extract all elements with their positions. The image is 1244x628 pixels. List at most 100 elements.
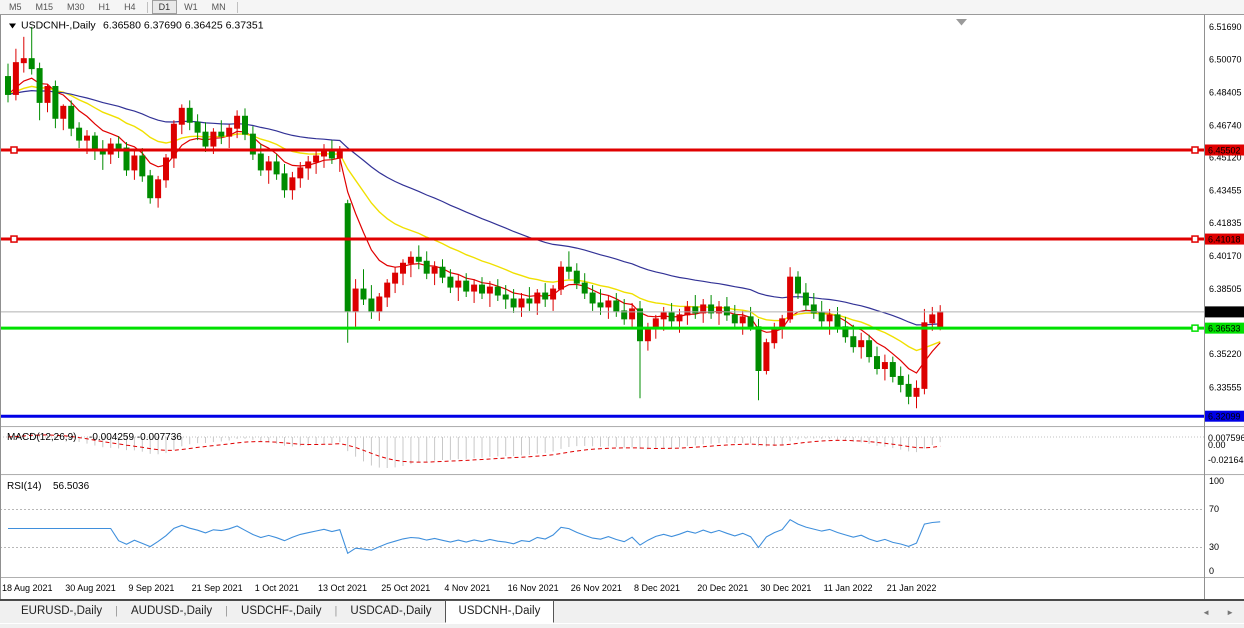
date-axis-label: 30 Aug 2021 bbox=[65, 583, 116, 593]
candle-body bbox=[802, 292, 809, 306]
hline-handle[interactable] bbox=[10, 146, 18, 154]
tab-usdcnh[interactable]: USDCNH-,Daily bbox=[444, 600, 555, 623]
candle-body bbox=[716, 306, 722, 314]
date-axis-label: 4 Nov 2021 bbox=[444, 583, 490, 593]
candle-body bbox=[787, 276, 794, 320]
symbol-dropdown-icon[interactable] bbox=[9, 23, 16, 29]
tab-divider: | bbox=[225, 605, 229, 617]
tab-usdcad[interactable]: USDCAD-,Daily bbox=[350, 605, 432, 617]
timeframe-w1-button[interactable]: W1 bbox=[184, 2, 198, 12]
price-axis-label: 6.50070 bbox=[1209, 54, 1242, 64]
tab-audusd[interactable]: AUDUSD-,Daily bbox=[131, 605, 213, 617]
candle-body bbox=[763, 342, 770, 371]
rsi-value: 56.5036 bbox=[53, 481, 90, 492]
candle-body bbox=[336, 151, 343, 159]
chart-title: USDCNH-,Daily bbox=[21, 20, 96, 32]
candle-body bbox=[400, 262, 406, 274]
chart-shift-icon[interactable] bbox=[956, 19, 967, 26]
date-axis-label: 8 Dec 2021 bbox=[634, 583, 680, 593]
chart-canvas[interactable]: 6.51690 6.50070 6.48405 6.46740 6.45120 6.434… bbox=[0, 15, 1244, 599]
candle-body bbox=[676, 314, 683, 322]
candles bbox=[5, 26, 944, 409]
timeframe-h1-button[interactable]: H1 bbox=[98, 2, 111, 12]
candle-body bbox=[810, 304, 817, 314]
candle-body bbox=[407, 256, 414, 264]
price-badge bbox=[1205, 410, 1244, 422]
candle-body bbox=[289, 177, 296, 191]
price-axis-label: 6.38505 bbox=[1209, 284, 1242, 294]
hline-handle[interactable] bbox=[10, 235, 18, 243]
candle-body bbox=[249, 133, 256, 155]
date-axis-label: 13 Oct 2021 bbox=[318, 583, 367, 593]
rsi-axis-label: 0 bbox=[1209, 566, 1214, 576]
candle-body bbox=[360, 288, 367, 300]
ma-slow-line bbox=[7, 89, 941, 326]
candle-body bbox=[368, 298, 375, 312]
price-axis-label: 6.46740 bbox=[1209, 120, 1242, 130]
candle-body bbox=[265, 161, 272, 171]
candle-body bbox=[202, 131, 209, 147]
hline-handle[interactable] bbox=[1191, 146, 1199, 154]
candle-body bbox=[76, 127, 83, 141]
candle-body bbox=[163, 157, 169, 181]
candle-body bbox=[155, 179, 162, 199]
date-axis-label: 21 Jan 2022 bbox=[887, 583, 937, 593]
candle-body bbox=[605, 300, 612, 308]
rsi-axis-label: 30 bbox=[1209, 542, 1219, 552]
timeframe-m15-button[interactable]: M15 bbox=[35, 2, 54, 12]
candle-body bbox=[44, 85, 51, 103]
price-badge-text: 6.32099 bbox=[1208, 412, 1241, 422]
candle-body bbox=[905, 383, 912, 397]
hline-handle[interactable] bbox=[1191, 235, 1199, 243]
candle-body bbox=[352, 288, 359, 312]
hline-handle[interactable] bbox=[1191, 324, 1199, 332]
tab-scroll-right-button[interactable]: ► bbox=[1226, 607, 1234, 617]
candle-body bbox=[874, 356, 880, 370]
price-axis-label: 6.35220 bbox=[1209, 349, 1242, 359]
candle-body bbox=[178, 107, 185, 125]
price-badge bbox=[1205, 306, 1244, 318]
candle-body bbox=[170, 123, 177, 159]
macd-label: MACD(12,26,9) bbox=[7, 432, 76, 443]
candle-body bbox=[139, 155, 146, 177]
candle-body bbox=[5, 76, 11, 95]
macd-axis-label: 0.007596 bbox=[1208, 433, 1244, 443]
price-badge-text: 6.45502 bbox=[1208, 146, 1241, 156]
macd-values: -0.004259 -0.007736 bbox=[89, 432, 182, 443]
candle-body bbox=[597, 302, 604, 308]
date-axis-label: 16 Nov 2021 bbox=[508, 583, 559, 593]
candle-body bbox=[479, 284, 485, 294]
tab-usdchf[interactable]: USDCHF-,Daily bbox=[241, 605, 322, 617]
date-axis-label: 18 Aug 2021 bbox=[2, 583, 53, 593]
candle-body bbox=[866, 340, 873, 358]
candle-body bbox=[771, 328, 778, 344]
candle-body bbox=[629, 308, 636, 320]
candle-body bbox=[881, 362, 888, 370]
timeframe-h4-button[interactable]: H4 bbox=[124, 2, 136, 12]
timeframe-mn-button[interactable]: MN bbox=[211, 2, 226, 12]
candle-body bbox=[897, 375, 904, 385]
candle-body bbox=[115, 143, 122, 149]
timeframe-m30-button[interactable]: M30 bbox=[67, 2, 85, 12]
tab-eurusd[interactable]: EURUSD-,Daily bbox=[21, 605, 103, 617]
candle-body bbox=[502, 294, 509, 300]
price-badge-text: 6.41018 bbox=[1208, 235, 1241, 245]
candle-body bbox=[731, 314, 738, 324]
timeframe-m5-button[interactable]: M5 bbox=[9, 2, 22, 12]
date-axis-label: 25 Oct 2021 bbox=[381, 583, 430, 593]
timeframe-d1-button[interactable]: D1 bbox=[151, 0, 178, 14]
symbol-tab-bar: EURUSD-,Daily | AUDUSD-,Daily | USDCHF-,Dail… bbox=[0, 599, 1244, 623]
candle-body bbox=[510, 298, 517, 308]
candle-body bbox=[344, 203, 351, 312]
candle-body bbox=[147, 175, 154, 199]
price-axis-label: 6.48405 bbox=[1209, 87, 1242, 97]
tab-divider: | bbox=[334, 605, 338, 617]
candle-body bbox=[242, 115, 248, 135]
candle-body bbox=[739, 316, 746, 324]
date-axis-label: 21 Sep 2021 bbox=[192, 583, 243, 593]
tab-scroll-left-button[interactable]: ◄ bbox=[1202, 607, 1211, 617]
date-axis-label: 11 Jan 2022 bbox=[824, 583, 873, 593]
candle-body bbox=[747, 316, 754, 328]
window-bottom-strip bbox=[0, 623, 1244, 628]
candle-body bbox=[708, 304, 715, 314]
